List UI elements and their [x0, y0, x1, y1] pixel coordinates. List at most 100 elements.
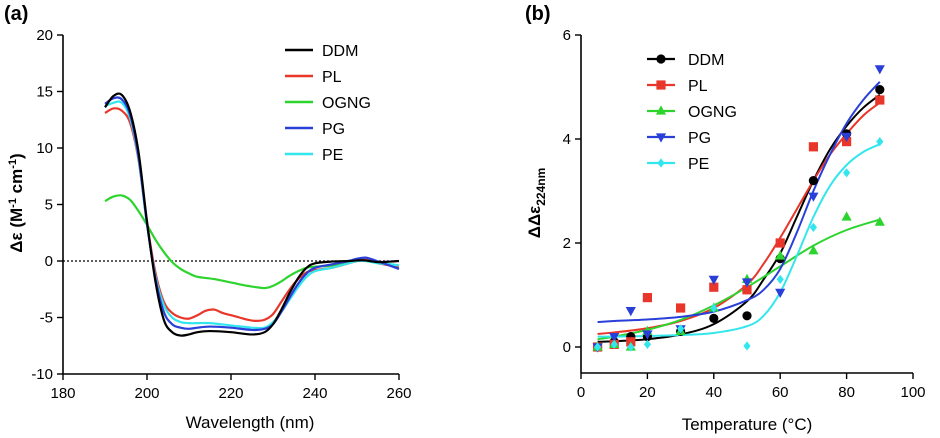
- panel-a-y-label-mid: cm: [7, 169, 26, 198]
- panel-b-series-pl-point: [642, 293, 652, 303]
- panel-b-plot-area: [592, 65, 885, 353]
- panel-b-y-tick-label: 2: [563, 235, 571, 252]
- panel-a-y-label-sup1: -1: [7, 198, 19, 208]
- panel-b-legend-marker-pl: [656, 80, 666, 90]
- panel-a-axes: 180 200 220 240 260 -10 -5 0 5 10 15 20: [31, 27, 411, 402]
- panel-b-series-ogng-point: [841, 211, 852, 221]
- panel-b-series-pg-point: [808, 192, 819, 202]
- panel-b-x-tick-label: 100: [900, 384, 925, 401]
- panel-b-legend: DDM PL OGNG PG PE: [647, 52, 737, 173]
- panel-b-x-tick-label: 0: [577, 384, 585, 401]
- panel-b-series-ddm-fit-curve: [597, 94, 881, 343]
- panel-a-y-tick-label: 10: [36, 140, 53, 157]
- panel-b-series-pg-point: [642, 330, 653, 340]
- panel-b-series-ogng-point: [808, 245, 819, 255]
- panel-b-y-axis-label: ΔΔε224nm: [525, 168, 548, 239]
- panel-a-y-label-sup2: -1: [7, 159, 19, 169]
- panel-a-x-tick-label: 260: [386, 385, 411, 402]
- panel-b-series-pe-point: [610, 339, 618, 349]
- panel-b-y-tick-label: 0: [563, 339, 571, 356]
- panel-a-legend: DDM PL OGNG PG PE: [285, 43, 371, 164]
- panel-b-series-pe-point: [776, 274, 784, 284]
- panel-b-y-label-sub: 224nm: [534, 168, 548, 206]
- panel-a-y-tick-label: -10: [31, 366, 53, 383]
- panel-a-plot-area: [63, 92, 400, 337]
- panel-b-series-ogng-fit-curve: [597, 218, 881, 341]
- panel-b-legend-marker-pe: [657, 158, 665, 168]
- panel-b-label: (b): [525, 3, 551, 25]
- panel-b-legend-marker-ogng: [655, 105, 667, 115]
- panel-b-series-pg-point: [841, 132, 852, 142]
- panel-a-label: (a): [4, 3, 28, 25]
- panel-a-y-tick-label: 5: [45, 197, 53, 214]
- panel-b-x-tick-label: 60: [772, 384, 789, 401]
- panel-b-series-pe-point: [876, 137, 884, 147]
- panel-b-series-ddm-point: [709, 313, 719, 323]
- panel-b-legend-label-ogng: OGNG: [688, 104, 737, 121]
- panel-a-y-tick-label: 20: [36, 27, 53, 44]
- panel-b-series-pg-fit-curve: [597, 81, 881, 324]
- panel-b-legend-label-pe: PE: [688, 156, 709, 173]
- panel-b-series-ogng-point: [874, 216, 885, 226]
- panel-b-series-pl-point: [709, 282, 719, 292]
- panel-a-legend-label-pe: PE: [322, 147, 343, 164]
- panel-b-x-tick-label: 40: [705, 384, 722, 401]
- panel-b-series-pg-point: [609, 333, 620, 343]
- panel-b-series-pe-point: [843, 168, 851, 178]
- panel-a-series-pg-line: [104, 96, 400, 332]
- panel-a-x-axis-label: Wavelength (nm): [186, 413, 315, 432]
- panel-a-y-label-base: Δε (M: [7, 208, 26, 253]
- panel-a-y-axis-label: Δε (M-1 cm-1): [7, 153, 26, 252]
- panel-a-series-pe-line: [104, 100, 400, 330]
- panel-a-x-tick-label: 220: [218, 385, 243, 402]
- panel-a-x-tick-label: 200: [134, 385, 159, 402]
- panel-b-series-pg-point: [625, 307, 636, 317]
- panel-b-series-pe-point: [643, 339, 651, 349]
- panel-b-series-ogng-point: [775, 250, 786, 260]
- panel-b-series-pg-point: [775, 288, 786, 298]
- panel-b-series-pe-point: [627, 342, 635, 352]
- panel-a-series-pl-line: [104, 107, 400, 322]
- panel-b-legend-label-ddm: DDM: [688, 52, 724, 69]
- panel-b-series-pg-point: [708, 275, 719, 285]
- panel-b-series-pl-point: [808, 142, 818, 152]
- panel-b-x-tick-label: 20: [639, 384, 656, 401]
- panel-b-series-pe-point: [594, 342, 602, 352]
- panel-b-y-label-base: ΔΔε: [525, 206, 544, 239]
- panel-b-series-pl-point: [775, 238, 785, 248]
- panel-b-series-pl-point: [676, 303, 686, 313]
- panel-a-x-tick-label: 240: [302, 385, 327, 402]
- panel-a-x-tick-label: 180: [50, 385, 75, 402]
- panel-b-series-ddm-point: [875, 85, 885, 95]
- panel-b-legend-label-pl: PL: [688, 78, 708, 95]
- panel-a-legend-label-ogng: OGNG: [322, 95, 371, 112]
- panel-a-y-tick-label: 15: [36, 84, 53, 101]
- panel-b-axes: 0 20 40 60 80 100 0 2 4 6: [563, 27, 926, 401]
- panel-a-legend-label-pg: PG: [322, 121, 345, 138]
- panel-b-y-tick-label: 4: [563, 131, 571, 148]
- panel-b-thermal-denaturation-chart: (b) Temperature (°C) ΔΔε224nm 0 20 40 60 80 1…: [525, 3, 926, 434]
- panel-b-series-pl-point: [875, 95, 885, 105]
- panel-a-y-tick-label: -5: [40, 310, 53, 327]
- panel-b-legend-marker-ddm: [656, 54, 666, 64]
- panel-b-series-ddm-point: [742, 311, 752, 321]
- panel-b-series-pg-point: [741, 278, 753, 288]
- panel-a-circular-dichroism-chart: (a) Wavelength (nm) Δε (M-1 cm-1) 180 200…: [4, 3, 412, 432]
- panel-b-series-pe-point: [677, 324, 685, 334]
- panel-b-series-pe-point: [710, 303, 718, 313]
- panel-b-x-axis-label: Temperature (°C): [682, 415, 813, 434]
- panel-a-series-ddm-line: [104, 92, 400, 337]
- panel-a-y-tick-label: 0: [45, 253, 53, 270]
- panel-b-y-tick-label: 6: [563, 27, 571, 44]
- panel-b-series-ddm-point: [808, 176, 819, 186]
- panel-b-legend-marker-pg: [655, 133, 667, 143]
- panel-a-y-label-end: ): [7, 153, 26, 159]
- panel-b-legend-label-pg: PG: [688, 130, 711, 147]
- panel-b-series-pe-point: [743, 341, 751, 351]
- panel-b-series-pl-point: [742, 285, 752, 295]
- panel-b-series-pe-point: [809, 222, 817, 232]
- panel-b-x-tick-label: 80: [838, 384, 855, 401]
- panel-a-legend-label-pl: PL: [322, 69, 342, 86]
- panel-b-series-pg-point: [874, 65, 885, 75]
